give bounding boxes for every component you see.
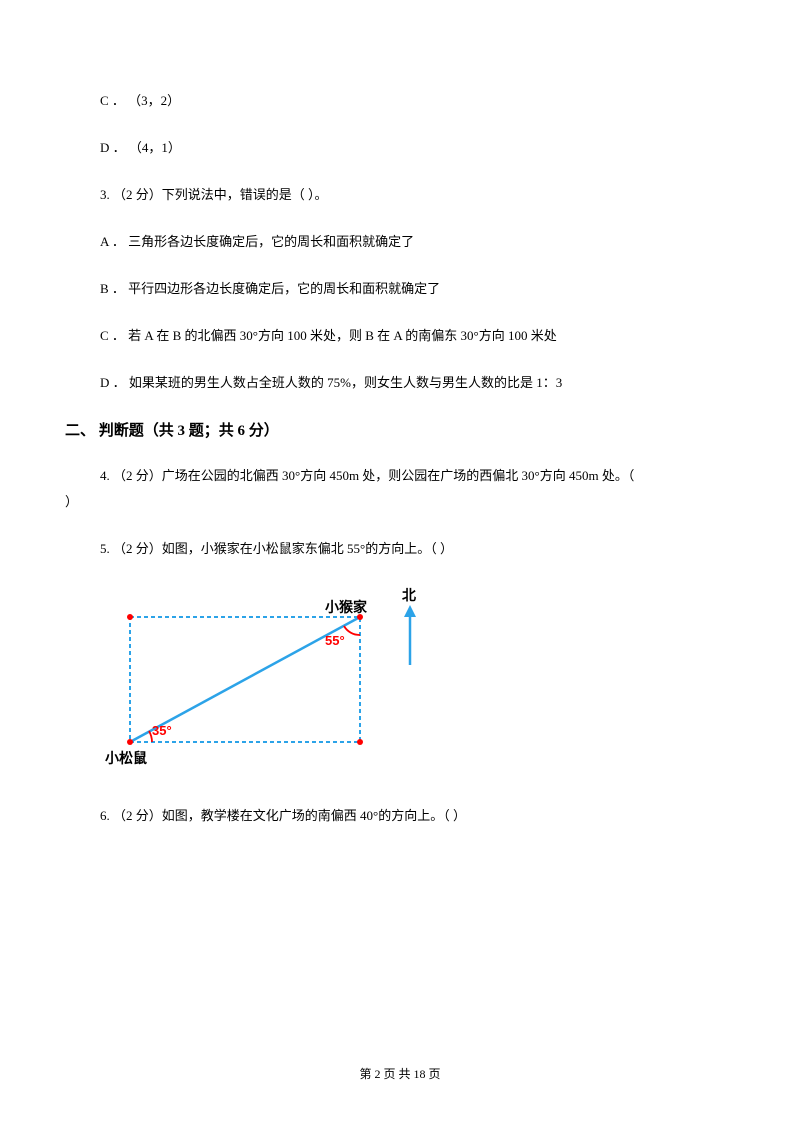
choice-c: C ． （3，2） [100, 90, 730, 109]
squirrel-label: 小松鼠 [105, 750, 147, 766]
dot-tl [127, 614, 133, 620]
section-2-heading: 二、 判断题（共 3 题；共 6 分） [65, 419, 730, 440]
question-6-stem: 6. （2 分）如图，教学楼在文化广场的南偏西 40°的方向上。（ ） [100, 805, 730, 824]
question-4-close: ） [65, 491, 730, 510]
dot-bl [127, 739, 133, 745]
q3-option-c: C ． 若 A 在 B 的北偏西 30°方向 100 米处，则 B 在 A 的南… [100, 325, 730, 344]
angle-35-label: 35° [152, 723, 172, 738]
question-4-stem: 4. （2 分）广场在公园的北偏西 30°方向 450m 处，则公园在广场的西偏… [100, 464, 730, 487]
north-label: 北 [402, 587, 416, 603]
dot-br [357, 739, 363, 745]
question-5-stem: 5. （2 分）如图，小猴家在小松鼠家东偏北 55°的方向上。（ ） [100, 538, 730, 557]
angle-arc-55 [344, 626, 360, 635]
question-3-stem: 3. （2 分）下列说法中，错误的是（ ）。 [100, 184, 730, 203]
q3-option-d: D ． 如果某班的男生人数占全班人数的 75%，则女生人数与男生人数的比是 1：… [100, 372, 730, 391]
page-footer: 第 2 页 共 18 页 [0, 1065, 800, 1082]
q5-diagram: 北 小猴家 小松鼠 55° 35° [100, 585, 520, 785]
choice-d: D ． （4，1） [100, 137, 730, 156]
q3-option-a: A ． 三角形各边长度确定后，它的周长和面积就确定了 [100, 231, 730, 250]
north-arrow-head [404, 605, 416, 617]
angle-55-label: 55° [325, 633, 345, 648]
q3-option-b: B ． 平行四边形各边长度确定后，它的周长和面积就确定了 [100, 278, 730, 297]
monkey-label: 小猴家 [325, 599, 368, 615]
